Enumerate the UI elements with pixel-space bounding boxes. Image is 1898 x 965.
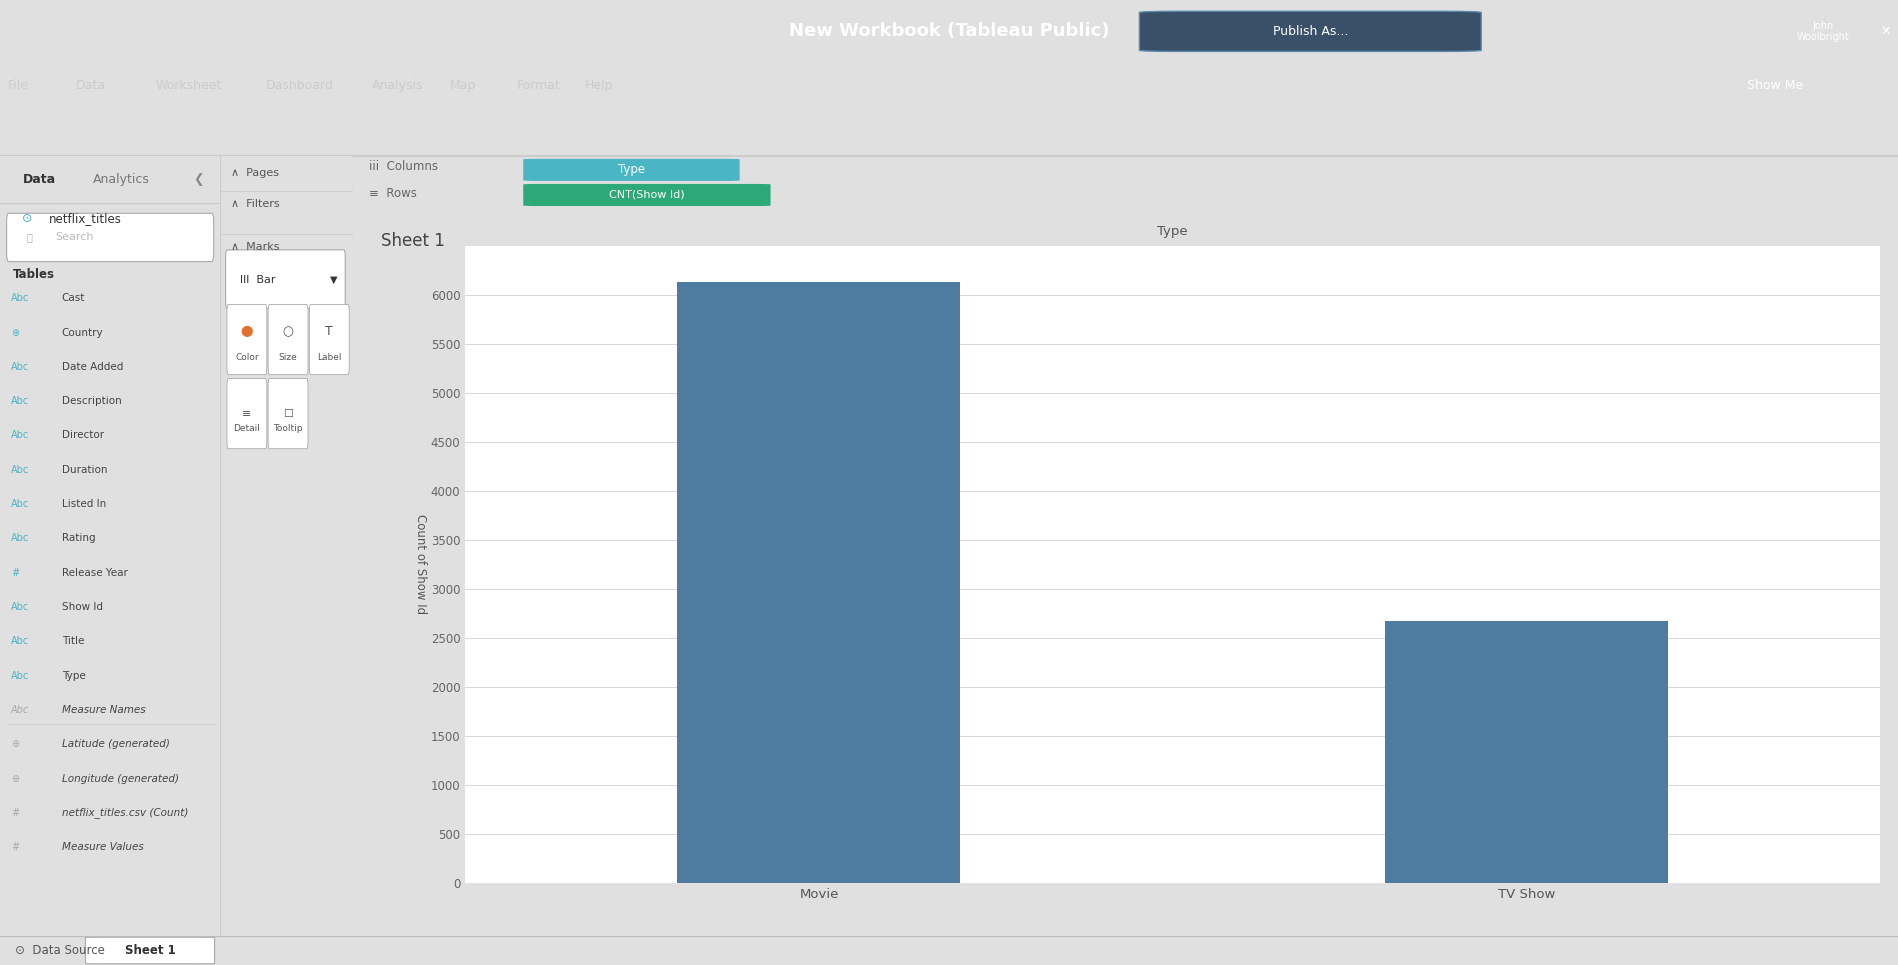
Text: Type: Type bbox=[61, 671, 85, 680]
Text: Show Id: Show Id bbox=[61, 602, 102, 612]
Text: Title: Title bbox=[61, 636, 84, 647]
Text: Abc: Abc bbox=[11, 704, 28, 715]
Text: Abc: Abc bbox=[11, 397, 28, 406]
FancyBboxPatch shape bbox=[268, 378, 307, 449]
Text: ≡: ≡ bbox=[243, 408, 251, 419]
Text: Abc: Abc bbox=[11, 499, 28, 510]
Bar bbox=[678, 282, 960, 883]
Text: T: T bbox=[325, 325, 332, 339]
Text: Measure Names: Measure Names bbox=[61, 704, 146, 715]
Text: ∧  Marks: ∧ Marks bbox=[232, 242, 279, 252]
Y-axis label: Count of Show Id: Count of Show Id bbox=[414, 514, 427, 615]
Text: Worksheet: Worksheet bbox=[156, 79, 222, 92]
Text: Tooltip: Tooltip bbox=[273, 425, 302, 433]
FancyBboxPatch shape bbox=[228, 305, 266, 374]
Text: Release Year: Release Year bbox=[61, 567, 127, 578]
Text: Label: Label bbox=[317, 353, 342, 362]
Text: ○: ○ bbox=[283, 325, 294, 339]
Text: Abc: Abc bbox=[11, 430, 28, 440]
Text: ≡  Rows: ≡ Rows bbox=[368, 187, 416, 201]
Text: Data: Data bbox=[23, 174, 57, 186]
Text: Type: Type bbox=[617, 163, 645, 177]
Text: Listed In: Listed In bbox=[61, 499, 106, 510]
FancyBboxPatch shape bbox=[85, 937, 214, 964]
Text: Dashboard: Dashboard bbox=[266, 79, 334, 92]
Text: Analysis: Analysis bbox=[372, 79, 423, 92]
Text: Duration: Duration bbox=[61, 465, 106, 475]
Text: #: # bbox=[11, 567, 19, 578]
Text: Help: Help bbox=[585, 79, 613, 92]
FancyBboxPatch shape bbox=[268, 305, 307, 374]
Text: ⊕: ⊕ bbox=[11, 774, 19, 784]
Text: ✕: ✕ bbox=[1879, 25, 1890, 38]
Text: ⊙: ⊙ bbox=[23, 212, 32, 225]
Text: Abc: Abc bbox=[11, 671, 28, 680]
Text: ❮: ❮ bbox=[194, 174, 203, 186]
FancyBboxPatch shape bbox=[524, 184, 771, 206]
Text: ⊕: ⊕ bbox=[11, 739, 19, 749]
Text: ⊙  Data Source: ⊙ Data Source bbox=[15, 944, 104, 957]
Text: CNT(Show Id): CNT(Show Id) bbox=[609, 190, 685, 200]
Text: 🔍: 🔍 bbox=[27, 233, 32, 242]
Text: ∧  Filters: ∧ Filters bbox=[232, 199, 279, 209]
Text: Abc: Abc bbox=[11, 293, 28, 303]
Text: Tables: Tables bbox=[13, 268, 55, 282]
Text: Size: Size bbox=[279, 353, 298, 362]
Text: Data: Data bbox=[76, 79, 106, 92]
FancyBboxPatch shape bbox=[226, 250, 345, 309]
Text: ⊕: ⊕ bbox=[11, 327, 19, 338]
Text: Cast: Cast bbox=[61, 293, 85, 303]
Text: Latitude (generated): Latitude (generated) bbox=[61, 739, 169, 749]
Text: Rating: Rating bbox=[61, 534, 95, 543]
Text: John
Woolbright: John Woolbright bbox=[1796, 20, 1849, 42]
Text: Abc: Abc bbox=[11, 362, 28, 372]
Text: File: File bbox=[8, 79, 28, 92]
Text: Abc: Abc bbox=[11, 534, 28, 543]
Text: Description: Description bbox=[61, 397, 121, 406]
Text: Abc: Abc bbox=[11, 602, 28, 612]
Text: ☐: ☐ bbox=[283, 408, 292, 419]
Text: Search: Search bbox=[55, 233, 93, 242]
Text: lll  Bar: lll Bar bbox=[239, 274, 275, 285]
Text: Show Me: Show Me bbox=[1746, 79, 1803, 92]
Text: Director: Director bbox=[61, 430, 104, 440]
Text: Sheet 1: Sheet 1 bbox=[125, 944, 175, 957]
Text: Measure Values: Measure Values bbox=[61, 842, 144, 852]
Text: Country: Country bbox=[61, 327, 102, 338]
FancyBboxPatch shape bbox=[6, 213, 214, 262]
Text: Longitude (generated): Longitude (generated) bbox=[61, 774, 178, 784]
Bar bbox=[1384, 620, 1666, 883]
Text: New Workbook (Tableau Public): New Workbook (Tableau Public) bbox=[790, 22, 1108, 41]
Text: ⬤: ⬤ bbox=[241, 326, 252, 338]
Text: netflix_titles.csv (Count): netflix_titles.csv (Count) bbox=[61, 808, 188, 818]
Text: Abc: Abc bbox=[11, 636, 28, 647]
FancyBboxPatch shape bbox=[1139, 12, 1480, 51]
Text: Date Added: Date Added bbox=[61, 362, 123, 372]
Text: #: # bbox=[11, 842, 19, 852]
Text: Detail: Detail bbox=[233, 425, 260, 433]
Text: Color: Color bbox=[235, 353, 258, 362]
Text: ∧  Pages: ∧ Pages bbox=[232, 168, 279, 178]
Text: Analytics: Analytics bbox=[93, 174, 150, 186]
Text: Format: Format bbox=[516, 79, 560, 92]
Text: Map: Map bbox=[450, 79, 476, 92]
Text: ▼: ▼ bbox=[330, 274, 336, 285]
FancyBboxPatch shape bbox=[228, 378, 266, 449]
FancyBboxPatch shape bbox=[309, 305, 349, 374]
Text: netflix_titles: netflix_titles bbox=[49, 212, 121, 225]
Text: iii  Columns: iii Columns bbox=[368, 160, 437, 173]
Text: Sheet 1: Sheet 1 bbox=[381, 232, 444, 250]
Text: #: # bbox=[11, 808, 19, 818]
Text: Abc: Abc bbox=[11, 465, 28, 475]
Title: Type: Type bbox=[1156, 225, 1188, 238]
FancyBboxPatch shape bbox=[524, 159, 740, 180]
Text: Publish As...: Publish As... bbox=[1272, 25, 1348, 38]
